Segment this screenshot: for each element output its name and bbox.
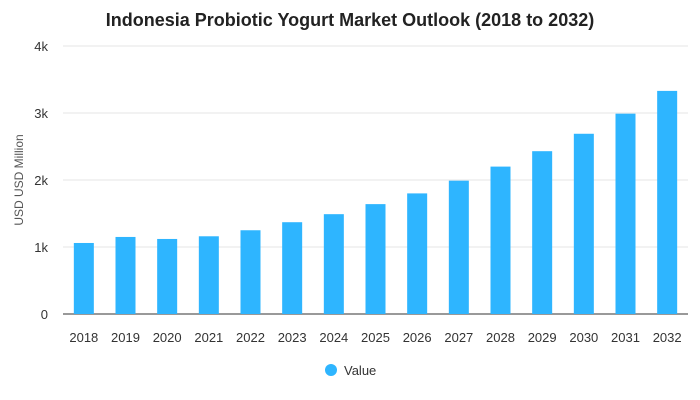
y-tick-label: 0 bbox=[41, 307, 48, 322]
y-tick-label: 3k bbox=[34, 106, 48, 121]
y-tick-label: 2k bbox=[34, 173, 48, 188]
x-tick-label: 2029 bbox=[528, 330, 557, 345]
bar-2028[interactable] bbox=[490, 166, 511, 314]
x-tick-label: 2020 bbox=[153, 330, 182, 345]
bars-layer bbox=[73, 90, 678, 314]
bar-2025[interactable] bbox=[365, 204, 386, 314]
x-tick-label: 2024 bbox=[319, 330, 348, 345]
bar-2021[interactable] bbox=[198, 236, 219, 314]
bar-2026[interactable] bbox=[407, 193, 428, 314]
x-tick-label: 2030 bbox=[569, 330, 598, 345]
bar-2023[interactable] bbox=[282, 222, 303, 314]
bar-2019[interactable] bbox=[115, 236, 136, 314]
x-tick-label: 2026 bbox=[403, 330, 432, 345]
y-tick-labels: 0 1k 2k 3k 4k bbox=[34, 39, 48, 322]
bar-2020[interactable] bbox=[157, 238, 178, 314]
y-tick-label: 1k bbox=[34, 240, 48, 255]
x-tick-label: 2019 bbox=[111, 330, 140, 345]
y-tick-label: 4k bbox=[34, 39, 48, 54]
x-tick-label: 2032 bbox=[653, 330, 682, 345]
x-tick-label: 2022 bbox=[236, 330, 265, 345]
bar-2027[interactable] bbox=[448, 180, 469, 314]
bar-2029[interactable] bbox=[532, 151, 553, 314]
x-tick-label: 2023 bbox=[278, 330, 307, 345]
bar-2030[interactable] bbox=[573, 133, 594, 314]
bar-2022[interactable] bbox=[240, 230, 261, 314]
chart-title: Indonesia Probiotic Yogurt Market Outloo… bbox=[106, 10, 594, 30]
bar-2024[interactable] bbox=[323, 214, 344, 314]
legend-label-value: Value bbox=[344, 363, 376, 378]
x-tick-label: 2018 bbox=[69, 330, 98, 345]
legend[interactable]: Value bbox=[325, 363, 376, 378]
legend-marker-value bbox=[325, 364, 337, 376]
bar-2032[interactable] bbox=[657, 90, 678, 314]
y-axis-label: USD USD Million bbox=[12, 134, 26, 225]
bar-2031[interactable] bbox=[615, 113, 636, 314]
x-tick-labels: 2018 2019 2020 2021 2022 2023 2024 2025 2026 2027… bbox=[69, 330, 681, 345]
x-tick-label: 2025 bbox=[361, 330, 390, 345]
x-tick-label: 2031 bbox=[611, 330, 640, 345]
bar-2018[interactable] bbox=[73, 242, 94, 314]
x-tick-label: 2021 bbox=[194, 330, 223, 345]
x-tick-label: 2028 bbox=[486, 330, 515, 345]
x-tick-label: 2027 bbox=[444, 330, 473, 345]
